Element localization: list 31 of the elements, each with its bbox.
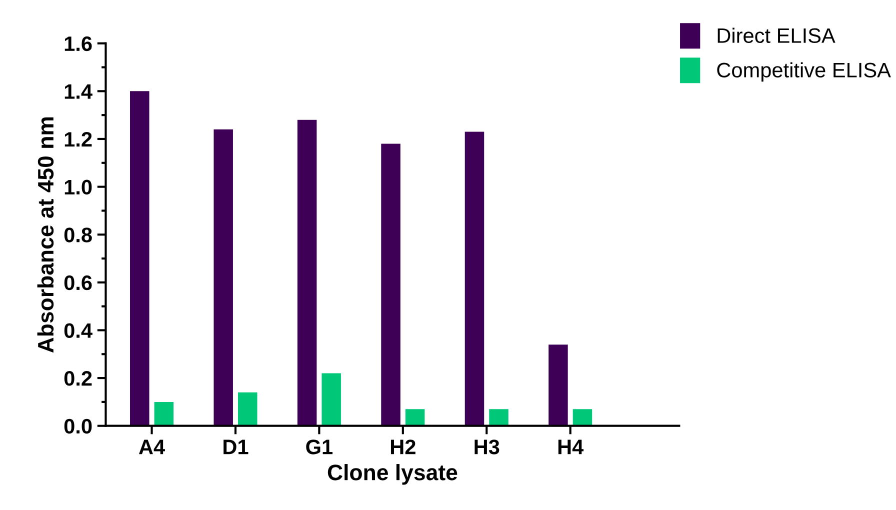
bar <box>297 120 317 426</box>
bar <box>238 392 258 426</box>
y-tick-label: 0.4 <box>64 323 92 338</box>
y-tick-label: 0.0 <box>64 418 92 434</box>
legend-label: Competitive ELISA <box>717 62 891 82</box>
bar <box>464 132 484 426</box>
bar <box>548 344 568 426</box>
bar <box>154 402 174 426</box>
x-tick-label: H3 <box>474 440 500 454</box>
y-tick-label: 1.4 <box>64 84 92 99</box>
bar <box>405 409 425 426</box>
y-tick-label: 1.6 <box>64 36 92 52</box>
x-tick-label: G1 <box>306 440 333 454</box>
bar <box>572 409 592 426</box>
bar <box>130 91 150 426</box>
bar <box>214 129 233 426</box>
x-tick-label: A4 <box>138 440 165 454</box>
x-axis-title: Clone lysate <box>328 464 458 485</box>
y-tick-label: 1.0 <box>64 180 92 195</box>
y-tick-label: 0.2 <box>64 371 92 386</box>
x-tick-label: H2 <box>390 440 416 454</box>
y-tick-label: 1.2 <box>64 132 92 147</box>
y-tick-label: 0.6 <box>64 275 92 290</box>
x-tick-label: D1 <box>224 440 248 454</box>
y-tick-label: 0.8 <box>64 228 92 242</box>
y-axis-title: Absorbance at 450 nm <box>37 117 54 353</box>
legend-label: Direct ELISA <box>718 28 836 44</box>
x-tick-label: H4 <box>558 440 584 454</box>
bar <box>381 144 400 426</box>
bar <box>322 373 341 426</box>
bar <box>489 409 508 426</box>
